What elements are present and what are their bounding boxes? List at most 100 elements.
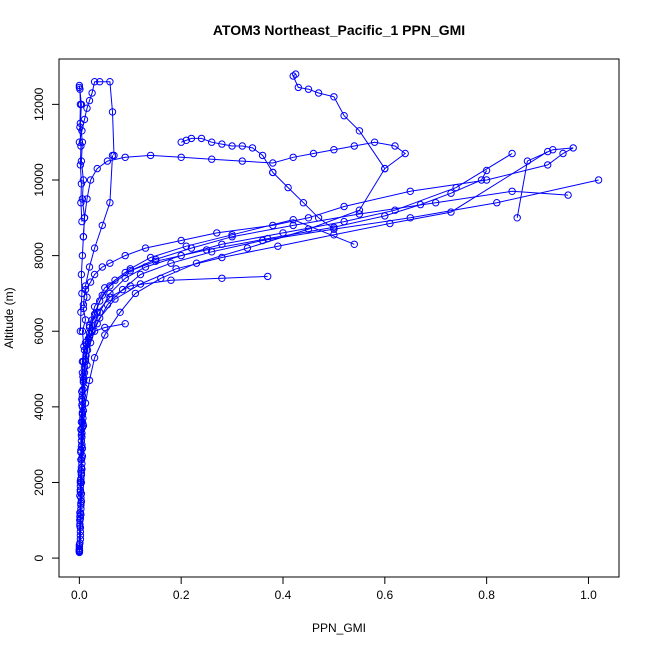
data-point bbox=[78, 465, 86, 473]
data-point bbox=[76, 509, 85, 517]
data-point bbox=[330, 231, 338, 239]
data-point bbox=[85, 96, 94, 105]
data-point bbox=[86, 278, 95, 286]
y-tick-label: 8000 bbox=[32, 242, 46, 269]
data-point bbox=[79, 301, 88, 309]
data-point bbox=[106, 78, 114, 86]
data-point bbox=[391, 142, 399, 150]
series-15 bbox=[75, 81, 89, 241]
data-point bbox=[111, 295, 119, 303]
data-point bbox=[228, 233, 236, 241]
data-point bbox=[77, 157, 86, 165]
data-point bbox=[146, 253, 155, 262]
y-tick-label: 6000 bbox=[32, 318, 46, 345]
data-point bbox=[90, 354, 99, 362]
data-point bbox=[81, 282, 90, 290]
data-point bbox=[386, 219, 394, 228]
data-point bbox=[77, 448, 85, 456]
data-point bbox=[126, 265, 135, 273]
data-point bbox=[116, 308, 124, 316]
data-point bbox=[103, 157, 112, 165]
data-point bbox=[391, 206, 399, 214]
data-point bbox=[482, 166, 491, 175]
data-point bbox=[477, 176, 486, 184]
data-point bbox=[121, 268, 129, 277]
data-point bbox=[202, 246, 211, 254]
data-point bbox=[172, 265, 180, 273]
x-tick-label: 0.0 bbox=[71, 588, 88, 602]
data-point bbox=[101, 331, 109, 339]
data-point bbox=[292, 70, 300, 78]
data-point bbox=[79, 304, 88, 313]
data-point bbox=[77, 199, 85, 207]
data-point bbox=[274, 242, 282, 250]
data-point bbox=[90, 244, 99, 252]
data-point bbox=[79, 357, 88, 366]
data-point bbox=[90, 270, 99, 279]
x-tick-label: 1.0 bbox=[580, 588, 597, 602]
data-point bbox=[96, 78, 104, 86]
data-point bbox=[77, 180, 86, 188]
x-axis-label: PPN_GMI bbox=[312, 621, 366, 635]
data-point bbox=[238, 157, 247, 165]
data-point bbox=[81, 338, 90, 347]
series-16 bbox=[177, 134, 277, 177]
data-point bbox=[121, 320, 129, 328]
data-point bbox=[370, 138, 379, 146]
data-point bbox=[152, 257, 160, 265]
data-point bbox=[77, 270, 86, 279]
data-point bbox=[83, 104, 91, 112]
data-point bbox=[78, 418, 87, 426]
data-point bbox=[146, 151, 155, 160]
data-point bbox=[182, 242, 191, 250]
x-tick-label: 0.4 bbox=[275, 588, 292, 602]
data-point bbox=[86, 176, 95, 184]
data-point bbox=[482, 176, 491, 184]
data-point bbox=[569, 144, 577, 152]
series-13 bbox=[79, 151, 117, 309]
data-point bbox=[108, 151, 117, 160]
series-line bbox=[78, 85, 86, 237]
data-point bbox=[549, 146, 557, 154]
data-point bbox=[136, 270, 145, 279]
data-point bbox=[141, 263, 150, 271]
data-point bbox=[80, 214, 89, 222]
data-point bbox=[93, 308, 101, 316]
data-point bbox=[98, 263, 107, 271]
data-point bbox=[75, 546, 84, 554]
data-point bbox=[594, 176, 603, 184]
data-point bbox=[78, 388, 86, 396]
data-point bbox=[330, 146, 338, 154]
data-point bbox=[218, 253, 226, 262]
data-point bbox=[447, 189, 455, 197]
x-tick-label: 0.2 bbox=[173, 588, 190, 602]
data-point bbox=[197, 134, 206, 143]
data-point bbox=[228, 231, 236, 239]
data-point bbox=[79, 378, 88, 386]
data-point bbox=[118, 285, 127, 294]
data-point bbox=[350, 142, 358, 150]
data-point bbox=[304, 85, 313, 93]
data-point bbox=[264, 272, 272, 281]
x-tick-label: 0.6 bbox=[376, 588, 393, 602]
data-point bbox=[513, 214, 521, 222]
data-point bbox=[289, 216, 297, 224]
series-line bbox=[78, 219, 355, 550]
data-point bbox=[106, 199, 114, 207]
data-point bbox=[121, 274, 129, 282]
y-tick-label: 4000 bbox=[32, 393, 46, 420]
data-point bbox=[177, 236, 185, 245]
series-line bbox=[272, 172, 335, 230]
data-point bbox=[77, 142, 85, 150]
data-point bbox=[77, 308, 85, 316]
data-point bbox=[121, 251, 129, 260]
data-point bbox=[85, 323, 94, 332]
data-point bbox=[401, 149, 409, 158]
series-17 bbox=[269, 168, 338, 233]
chart-title: ATOM3 Northeast_Pacific_1 PPN_GMI bbox=[213, 22, 465, 38]
data-point bbox=[432, 199, 440, 207]
data-point bbox=[264, 234, 272, 243]
data-point bbox=[76, 123, 84, 131]
data-point bbox=[355, 127, 364, 135]
y-tick-label: 0 bbox=[32, 554, 46, 561]
